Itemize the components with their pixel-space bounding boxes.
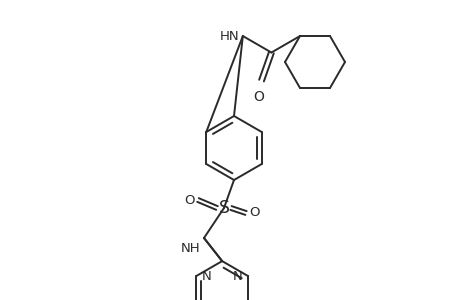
Text: NH: NH	[180, 242, 200, 255]
Text: HN: HN	[220, 29, 239, 43]
Text: N: N	[232, 270, 241, 283]
Text: O: O	[249, 206, 260, 220]
Text: S: S	[218, 199, 229, 217]
Text: N: N	[202, 270, 212, 283]
Text: O: O	[185, 194, 195, 206]
Text: O: O	[252, 90, 263, 104]
